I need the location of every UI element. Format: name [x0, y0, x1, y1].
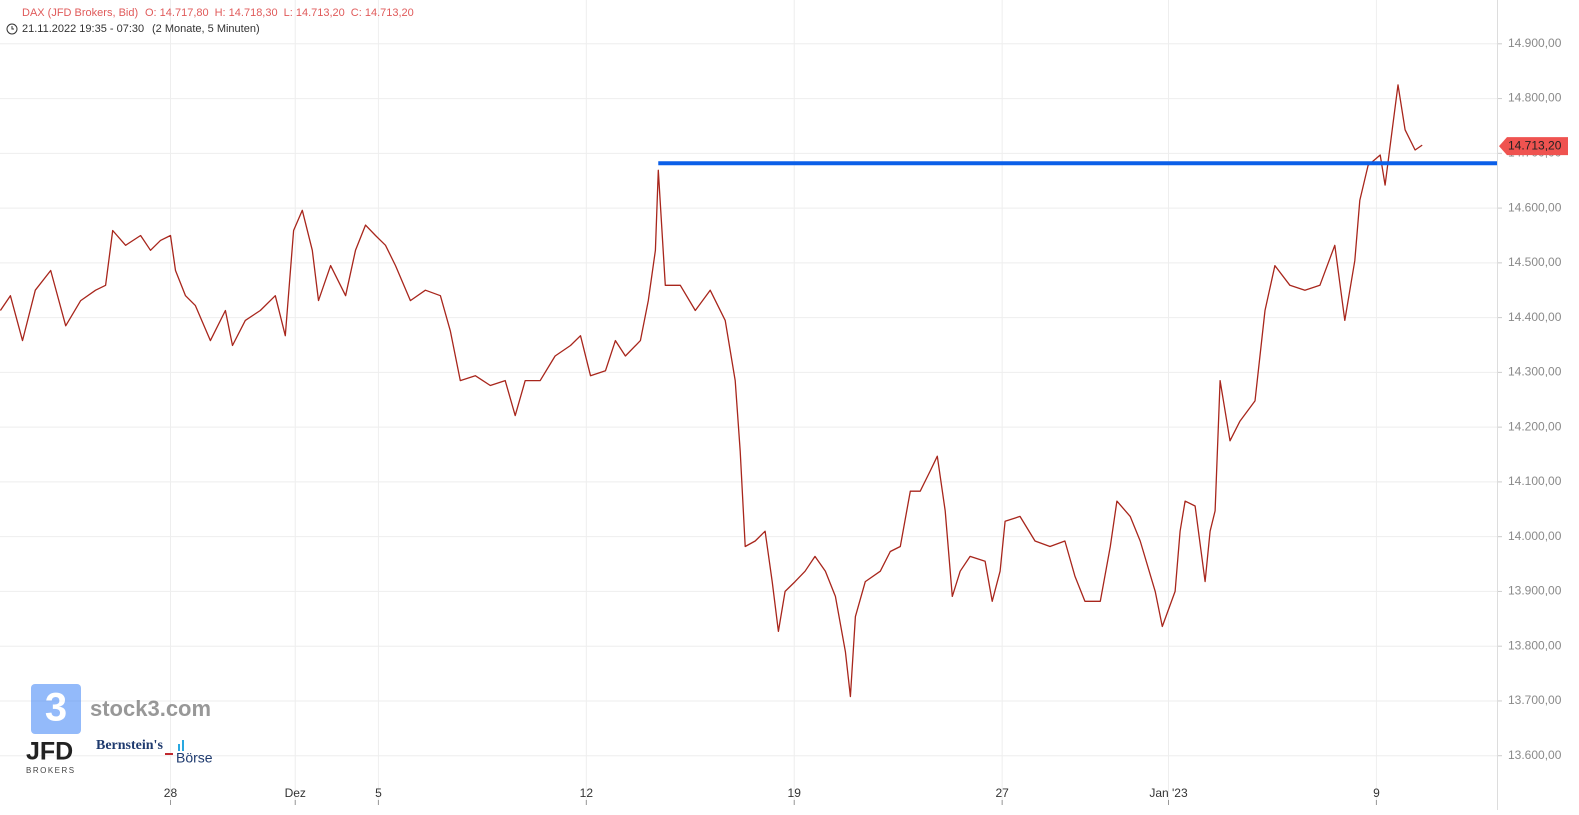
price-line — [0, 84, 1423, 698]
last-price-tag — [1499, 137, 1568, 156]
y-tick-label: 13.800,00 — [1508, 638, 1562, 652]
clock-icon — [6, 23, 18, 35]
logo-bar — [165, 753, 173, 755]
y-tick-label: 14.500,00 — [1508, 255, 1562, 269]
x-tick-label: 28 — [164, 786, 178, 800]
stock3-icon — [31, 684, 81, 734]
chart-title: DAX (JFD Brokers, Bid) — [22, 7, 138, 19]
stock3-text: stock3.com — [90, 696, 211, 721]
x-tick-label: 19 — [788, 786, 802, 800]
interval: (2 Monate, 5 Minuten) — [152, 23, 260, 35]
y-tick-label: 14.900,00 — [1508, 36, 1562, 50]
y-tick-label: 14.800,00 — [1508, 91, 1562, 105]
y-tick-label: 14.200,00 — [1508, 419, 1562, 433]
boerse-logo: Börse — [176, 750, 213, 766]
jfd-sub: BROKERS — [26, 766, 76, 775]
x-tick-label: 5 — [375, 786, 382, 800]
x-tick-label: 9 — [1373, 786, 1380, 800]
plot — [0, 84, 1497, 698]
y-tick-label: 13.600,00 — [1508, 748, 1562, 762]
x-tick-label: Jan '23 — [1149, 786, 1188, 800]
clock-hand — [11, 26, 14, 30]
x-tick-label: 12 — [580, 786, 594, 800]
ohlc-value: C: 14.713,20 — [351, 7, 414, 19]
grid — [0, 0, 1502, 805]
last-price-label: 14.713,20 — [1508, 138, 1562, 152]
ohlc: O: 14.717,80 H: 14.718,30 L: 14.713,20 C: 1… — [145, 7, 414, 19]
y-tick-label: 14.100,00 — [1508, 474, 1562, 488]
x-tick-label: 27 — [995, 786, 1009, 800]
logo-bar — [182, 740, 184, 751]
y-tick-label: 13.900,00 — [1508, 584, 1562, 598]
stock3-icon-text: 3 — [45, 686, 67, 730]
y-tick-label: 14.000,00 — [1508, 529, 1562, 543]
jfd-logo: JFD — [26, 738, 73, 766]
watermark: 3 stock3.com — [31, 684, 211, 734]
x-tick-label: Dez — [285, 786, 306, 800]
period: 21.11.2022 19:35 - 07:30 — [22, 23, 144, 35]
y-tick-label: 14.300,00 — [1508, 365, 1562, 379]
bernstein-logo: Bernstein's — [96, 738, 163, 753]
ohlc-value: H: 14.718,30 — [215, 7, 278, 19]
ohlc-value: L: 14.713,20 — [284, 7, 345, 19]
logo-bar — [178, 744, 180, 751]
ohlc-value: O: 14.717,80 — [145, 7, 209, 19]
y-tick-label: 14.600,00 — [1508, 200, 1562, 214]
y-tick-label: 13.700,00 — [1508, 693, 1562, 707]
y-tick-label: 14.400,00 — [1508, 310, 1562, 324]
